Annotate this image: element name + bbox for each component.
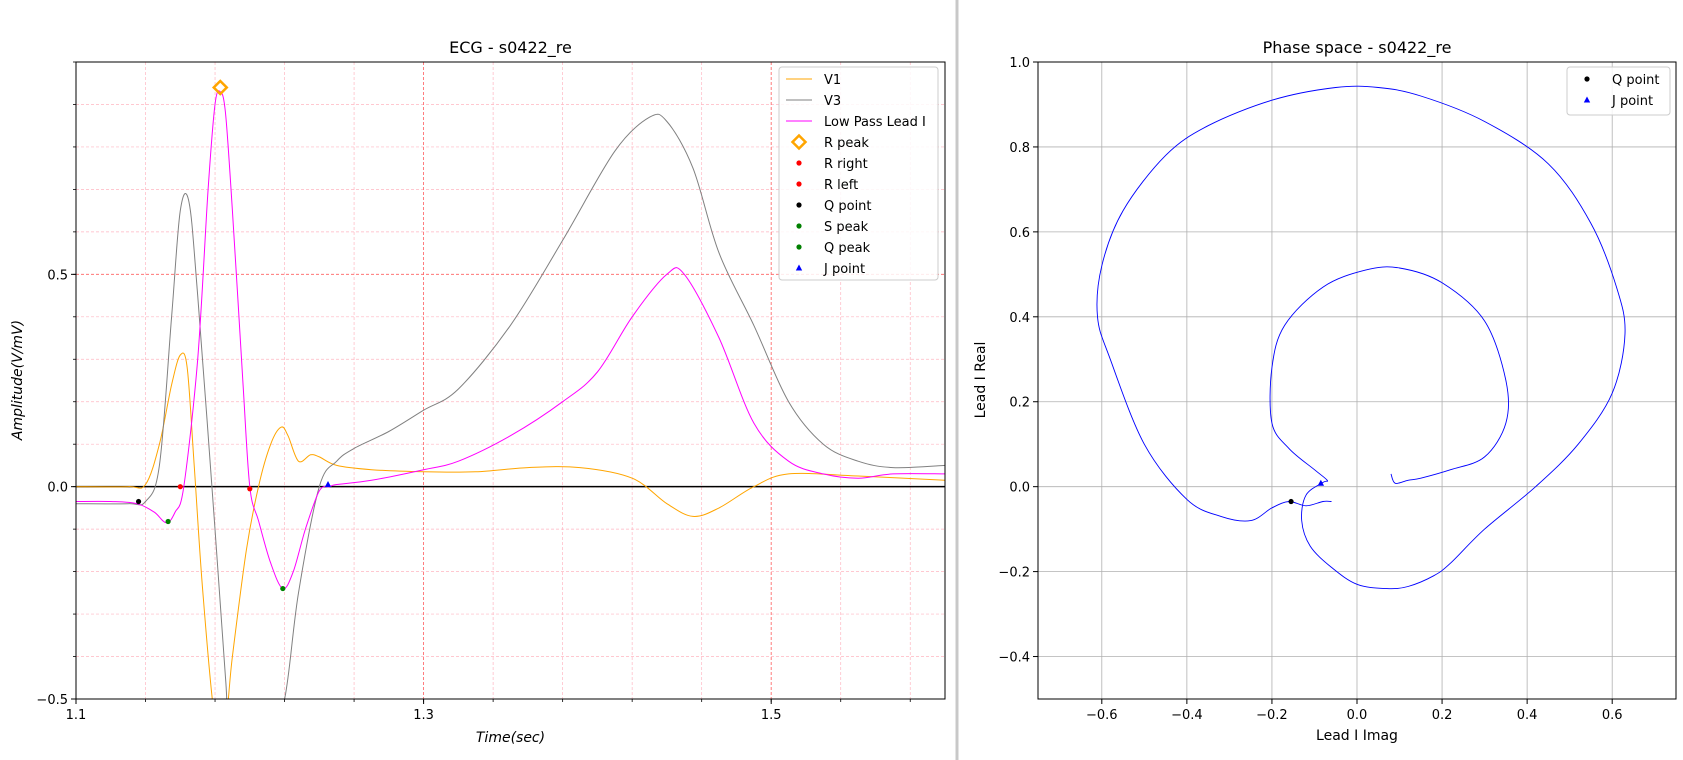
ecg-legend-swatch-q-point xyxy=(796,202,802,208)
phase-x-tick-label: 0.2 xyxy=(1432,708,1453,723)
ecg-series-v3 xyxy=(76,113,945,699)
ecg-legend-label-r-peak: R peak xyxy=(824,136,869,151)
phase-y-tick-label: 0.8 xyxy=(1009,141,1030,156)
ecg-legend-label-q-point: Q point xyxy=(824,199,872,214)
ecg-legend-label-low-pass-lead-i: Low Pass Lead I xyxy=(824,115,926,130)
phase-legend-swatch-j-point xyxy=(1583,96,1591,103)
ecg-x-tick-label: 1.1 xyxy=(66,708,87,723)
ecg-marker-j-point xyxy=(324,481,332,488)
ecg-y-tick-label: −0.5 xyxy=(36,693,68,708)
phase-y-tick-label: −0.2 xyxy=(998,566,1030,581)
ecg-x-tick-label: 1.3 xyxy=(413,708,434,723)
phase-x-tick-label: −0.2 xyxy=(1256,708,1288,723)
ecg-legend-label-s-peak: S peak xyxy=(824,220,869,235)
ecg-chart: 1.1 1.3 1.5 −0.5 0.0 0.5 ECG - s0422_re Time(… xyxy=(10,38,946,746)
phase-y-tick-label: −0.4 xyxy=(998,651,1030,666)
ecg-y-tick-label: 0.5 xyxy=(47,268,68,283)
phase-y-tick-label: 0.4 xyxy=(1009,311,1030,326)
phase-ticks: −0.6 −0.4 −0.2 0.0 0.2 0.4 0.6 −0.4 −0.2 0.0 0.2 0.… xyxy=(998,56,1622,723)
ecg-legend-label-j-point: J point xyxy=(823,262,865,277)
phase-legend-swatch-q-point xyxy=(1584,76,1590,82)
phase-x-tick-label: 0.4 xyxy=(1517,708,1538,723)
ecg-legend-label-q-peak: Q peak xyxy=(824,241,871,256)
ecg-marker-r-peak xyxy=(211,79,229,96)
phase-title: Phase space - s0422_re xyxy=(1263,38,1452,58)
phase-x-tick-label: 0.6 xyxy=(1602,708,1623,723)
phase-legend-box xyxy=(1566,66,1671,116)
phase-legend: Q point J point xyxy=(1566,66,1671,116)
ecg-series-v1 xyxy=(76,352,945,699)
ecg-y-tick-label: 0.0 xyxy=(47,481,68,496)
phase-y-axis-label: Lead I Real xyxy=(973,342,989,419)
phase-marker-q-point xyxy=(1288,498,1294,505)
ecg-x-tick-label: 1.5 xyxy=(761,708,782,723)
ecg-legend-label-r-right: R right xyxy=(824,157,868,172)
ecg-y-axis-label: Amplitude(V/mV) xyxy=(10,320,26,441)
phase-grid xyxy=(1038,61,1676,699)
ecg-series-low-pass-lead-i xyxy=(76,90,945,590)
ecg-marker-s-peak xyxy=(165,518,171,525)
phase-legend-label-j-point: J point xyxy=(1611,94,1653,109)
phase-y-tick-label: 0.2 xyxy=(1009,396,1030,411)
phase-markers-layer xyxy=(1288,479,1325,505)
ecg-legend-box xyxy=(778,66,939,281)
ecg-plot-frame xyxy=(75,61,946,700)
ecg-legend-swatch-q-peak xyxy=(796,244,802,250)
phase-trajectory xyxy=(1096,85,1626,590)
ecg-marker-q-point xyxy=(135,498,142,505)
ecg-legend-label-r-left: R left xyxy=(824,178,858,193)
ecg-legend-swatch-s-peak xyxy=(796,223,802,229)
phase-x-tick-label: −0.4 xyxy=(1171,708,1203,723)
ecg-legend-label-v3: V3 xyxy=(824,94,841,109)
ecg-title: ECG - s0422_re xyxy=(449,38,572,58)
ecg-ticks: 1.1 1.3 1.5 −0.5 0.0 0.5 xyxy=(36,61,911,723)
ecg-legend-swatch-r-right xyxy=(796,160,802,166)
ecg-marker-r-left xyxy=(247,486,253,492)
ecg-legend: V1 V3 Low Pass Lead I R peak R right R left Q … xyxy=(778,66,939,281)
phase-y-tick-label: 0.0 xyxy=(1009,481,1030,496)
ecg-marker-q-peak xyxy=(280,585,286,592)
phase-series-layer xyxy=(1096,85,1626,590)
phase-x-tick-label: 0.0 xyxy=(1347,708,1368,723)
ecg-marker-r-right xyxy=(177,484,183,490)
phase-y-tick-label: 1.0 xyxy=(1009,56,1030,71)
ecg-legend-swatch-r-peak xyxy=(790,133,808,151)
phase-y-tick-label: 0.6 xyxy=(1009,226,1030,241)
ecg-legend-swatch-j-point xyxy=(795,264,803,271)
ecg-legend-swatch-r-left xyxy=(796,181,802,187)
phase-marker-j-point xyxy=(1317,479,1325,486)
ecg-x-axis-label: Time(sec) xyxy=(476,730,545,746)
phase-x-tick-label: −0.6 xyxy=(1086,708,1118,723)
ecg-markers-layer xyxy=(135,79,332,592)
phase-chart: −0.6 −0.4 −0.2 0.0 0.2 0.4 0.6 −0.4 −0.2 0.0 0.2 0.… xyxy=(973,38,1677,744)
phase-legend-label-q-point: Q point xyxy=(1612,73,1660,88)
ecg-legend-label-v1: V1 xyxy=(824,73,841,88)
ecg-series-layer xyxy=(76,90,945,699)
phase-x-axis-label: Lead I Imag xyxy=(1316,728,1398,744)
